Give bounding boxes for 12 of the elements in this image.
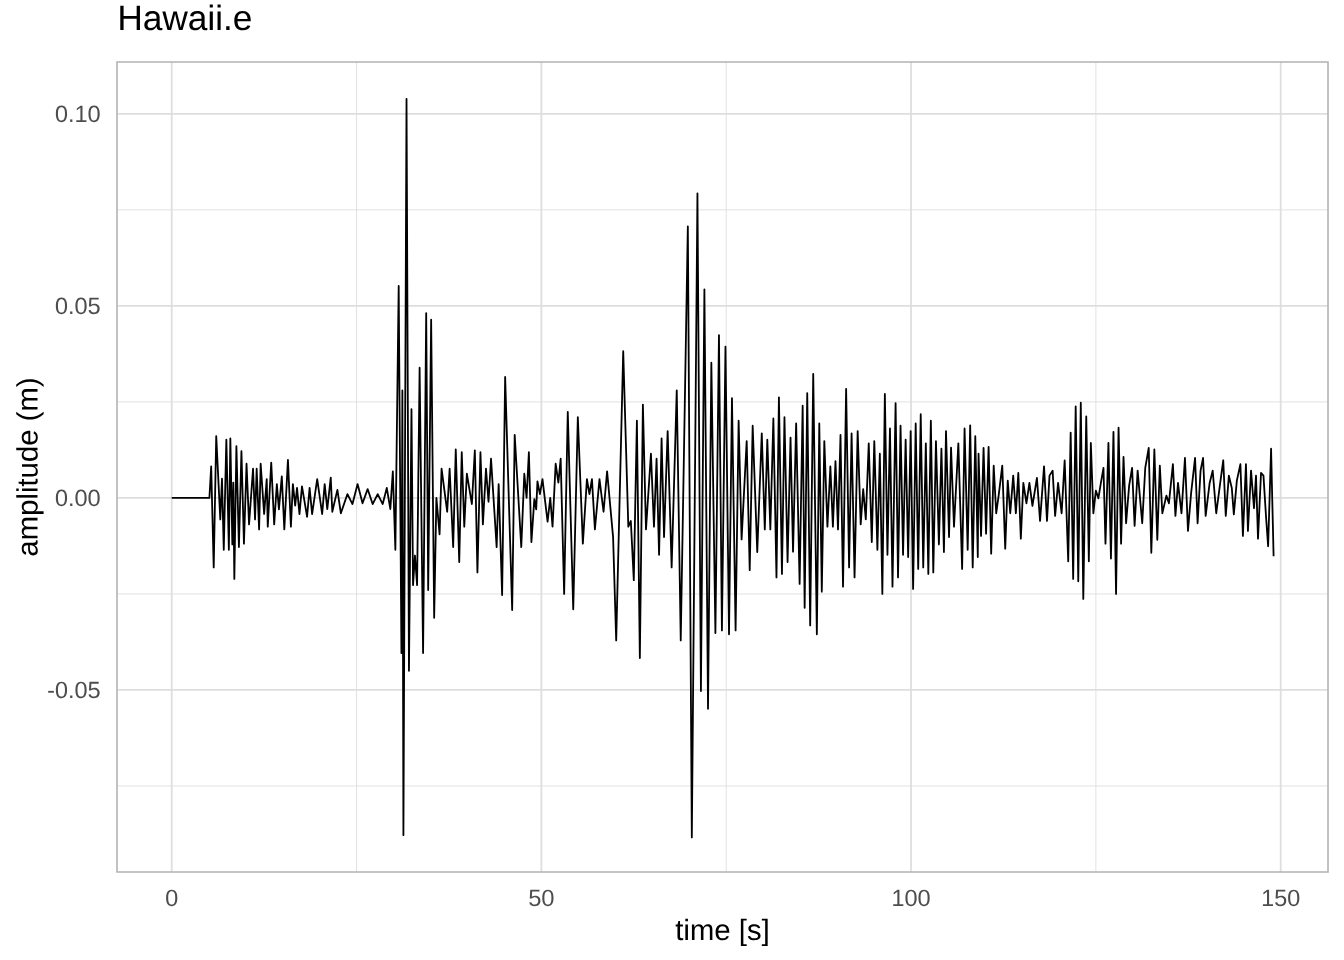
y-tick-label: 0.05 <box>55 297 100 315</box>
x-tick-label: 100 <box>893 889 930 907</box>
y-tick-label: 0.00 <box>55 489 100 507</box>
line-series <box>170 97 1275 839</box>
x-axis-title: time [s] <box>675 918 768 947</box>
x-tick-label: 50 <box>529 889 554 907</box>
chart-title: Hawaii.e <box>120 4 251 31</box>
x-tick-label: 150 <box>1262 889 1300 907</box>
y-tick-label: 0.10 <box>55 105 100 123</box>
y-axis-title: amplitude (m) <box>16 379 44 556</box>
y-tick-label: -0.05 <box>48 681 100 699</box>
x-tick-label: 0 <box>166 889 178 907</box>
